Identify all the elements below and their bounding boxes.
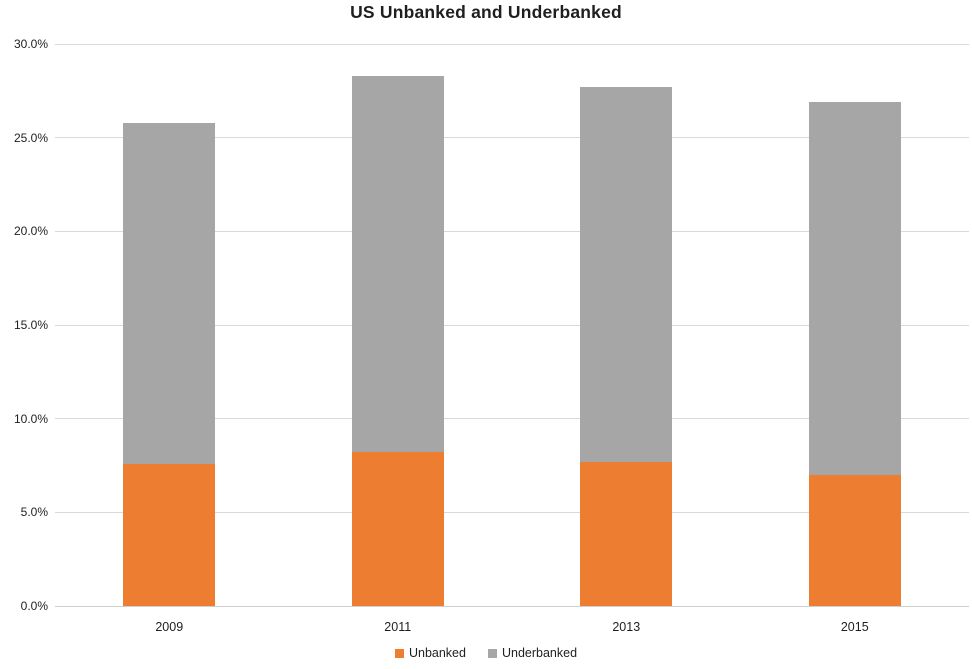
gridline: [55, 511, 969, 513]
y-axis-tick-label: 10.0%: [13, 411, 48, 426]
legend-swatch-icon: [394, 648, 404, 658]
y-axis-tick-label: 25.0%: [13, 130, 48, 145]
y-axis-tick-label: 15.0%: [13, 318, 48, 332]
x-axis-category-label: 2013: [612, 620, 641, 634]
bar-segment-unbanked-2013: [580, 461, 673, 606]
gridline: [55, 137, 969, 139]
bar-segment-underbanked-2009: [123, 122, 216, 464]
legend-item-underbanked: Underbanked: [487, 646, 578, 660]
bar-segment-underbanked-2013: [580, 87, 673, 462]
gridline: [55, 43, 969, 45]
legend: Unbanked Underbanked: [0, 646, 972, 660]
gridline: [55, 230, 969, 232]
bar-segment-underbanked-2011: [351, 75, 444, 453]
bar-segment-unbanked-2011: [351, 452, 444, 606]
y-axis-tick-label: 0.0%: [20, 599, 48, 613]
legend-label: Unbanked: [408, 646, 466, 660]
x-axis-category-label: 2009: [155, 620, 184, 634]
x-axis-category-label: 2015: [840, 620, 869, 634]
bar-segment-unbanked-2009: [123, 463, 216, 606]
gridline: [55, 324, 969, 326]
x-axis-category-label: 2011: [384, 620, 412, 634]
chart-title: US Unbanked and Underbanked: [350, 2, 622, 22]
bar-segment-underbanked-2015: [808, 102, 901, 475]
x-axis-line: [55, 605, 969, 607]
legend-item-unbanked: Unbanked: [394, 646, 466, 660]
gridline: [55, 418, 969, 420]
legend-swatch-icon: [487, 648, 497, 658]
y-axis-tick-label: 20.0%: [13, 224, 48, 239]
y-axis-tick-label: 5.0%: [20, 505, 48, 520]
legend-label: Underbanked: [501, 646, 578, 660]
bar-segment-unbanked-2015: [808, 474, 901, 606]
y-axis-tick-label: 30.0%: [13, 37, 48, 51]
